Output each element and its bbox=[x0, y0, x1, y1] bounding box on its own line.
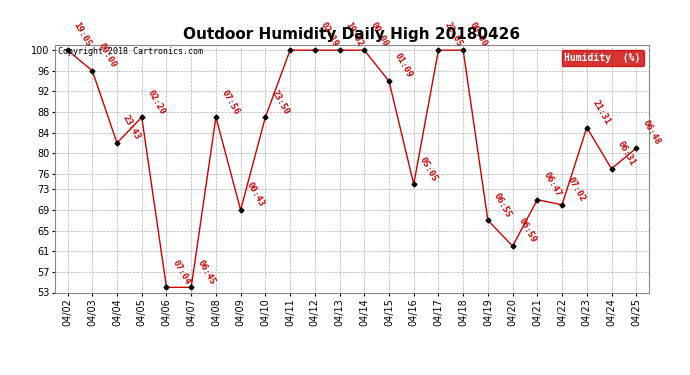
Text: 00:00: 00:00 bbox=[97, 42, 118, 69]
Text: 19:05: 19:05 bbox=[72, 21, 93, 49]
Text: 01:09: 01:09 bbox=[393, 52, 415, 80]
Text: 06:45: 06:45 bbox=[195, 258, 217, 286]
Text: 02:19: 02:19 bbox=[319, 21, 340, 49]
Text: 06:48: 06:48 bbox=[640, 119, 662, 147]
Text: 00:00: 00:00 bbox=[467, 21, 489, 49]
Text: 06:55: 06:55 bbox=[492, 191, 513, 219]
Text: 00:43: 00:43 bbox=[245, 181, 266, 209]
Text: 00:00: 00:00 bbox=[368, 21, 390, 49]
Text: 06:31: 06:31 bbox=[615, 140, 637, 167]
Text: 07:56: 07:56 bbox=[220, 88, 242, 116]
Text: 07:02: 07:02 bbox=[566, 176, 587, 204]
Title: Outdoor Humidity Daily High 20180426: Outdoor Humidity Daily High 20180426 bbox=[184, 27, 520, 42]
Legend: Humidity  (%): Humidity (%) bbox=[562, 50, 644, 66]
Text: 06:47: 06:47 bbox=[542, 171, 563, 198]
Text: 21:31: 21:31 bbox=[591, 98, 612, 126]
Text: 23:50: 23:50 bbox=[270, 88, 290, 116]
Text: 19:02: 19:02 bbox=[344, 21, 365, 49]
Text: 06:59: 06:59 bbox=[517, 217, 538, 245]
Text: 23:43: 23:43 bbox=[121, 114, 142, 142]
Text: Copyright 2018 Cartronics.com: Copyright 2018 Cartronics.com bbox=[58, 48, 203, 57]
Text: 07:04: 07:04 bbox=[170, 258, 192, 286]
Text: 02:20: 02:20 bbox=[146, 88, 167, 116]
Text: 22:05: 22:05 bbox=[442, 21, 464, 49]
Text: 05:05: 05:05 bbox=[418, 155, 439, 183]
